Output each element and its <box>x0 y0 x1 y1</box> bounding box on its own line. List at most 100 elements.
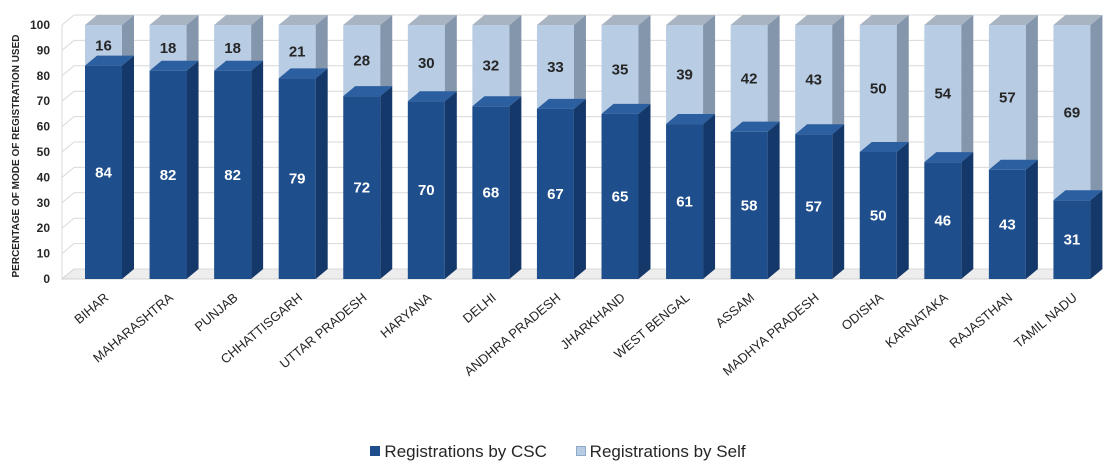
bar-csc-side <box>1025 159 1038 279</box>
bar-self-side <box>896 15 909 152</box>
bar-csc-front <box>536 108 574 279</box>
data-label-csc: 68 <box>483 185 500 202</box>
bar-csc-front <box>666 124 704 279</box>
gridline-diag <box>61 217 75 229</box>
data-label-self: 33 <box>547 59 564 76</box>
data-label-self: 18 <box>160 40 177 57</box>
gridline-diag <box>61 192 75 204</box>
bar-csc-front <box>214 70 252 279</box>
bar-self-side <box>444 15 457 102</box>
bar-self-top <box>472 15 522 25</box>
y-tick-label: 30 <box>37 196 51 210</box>
bar-self-front <box>1053 25 1091 201</box>
bar-csc <box>472 96 522 279</box>
bar-csc <box>859 142 909 279</box>
bar-self <box>795 15 845 135</box>
y-tick-label: 70 <box>37 94 51 108</box>
bar-csc <box>343 86 393 280</box>
bar-self-side <box>1025 15 1038 170</box>
data-label-self: 43 <box>805 72 822 89</box>
bar-self-front <box>795 25 833 135</box>
bar-csc-top <box>666 114 716 125</box>
legend-swatch-self <box>575 446 586 456</box>
bar-csc-top <box>730 121 780 132</box>
bar-self-top <box>536 15 586 25</box>
bar-self-top <box>343 15 393 25</box>
bar-csc-front <box>988 169 1026 279</box>
bar-csc-side <box>573 98 586 279</box>
bar-csc-side <box>896 142 909 279</box>
bar-csc-front <box>859 152 897 279</box>
data-label-self: 18 <box>224 40 241 57</box>
data-label-self: 21 <box>289 44 306 61</box>
data-label-csc: 82 <box>224 167 241 184</box>
bar-csc <box>601 103 651 280</box>
bar-csc-front <box>924 162 962 279</box>
bar-csc-side <box>509 96 522 279</box>
y-tick-label: 50 <box>37 145 51 159</box>
bar-csc-top <box>536 98 586 109</box>
bar-csc <box>1053 190 1103 279</box>
data-label-self: 54 <box>934 86 951 103</box>
bar-self-top <box>85 15 134 25</box>
bar-csc <box>278 68 328 279</box>
bar-csc-front <box>407 101 445 279</box>
data-label-csc: 50 <box>870 208 887 225</box>
bar-self <box>988 15 1038 170</box>
bar-self-side <box>1090 15 1103 201</box>
bar-self-top <box>730 15 780 25</box>
bar-csc-side <box>767 121 780 280</box>
data-label-self: 16 <box>95 37 112 54</box>
bar-self <box>1053 15 1103 201</box>
bar-csc-top <box>859 142 909 152</box>
data-label-csc: 31 <box>1064 232 1081 249</box>
bar-csc <box>795 124 845 279</box>
x-tick-label: ODISHA <box>838 290 886 334</box>
bar-self-top <box>601 15 651 25</box>
y-tick-label: 100 <box>30 18 50 32</box>
bar-csc-top <box>1053 190 1103 201</box>
bar-csc-side <box>444 91 457 279</box>
bar-self-side <box>186 15 199 71</box>
bar-self-side <box>315 15 328 79</box>
data-label-self: 57 <box>999 89 1016 106</box>
bar-csc-side <box>832 124 845 279</box>
bar-csc-side <box>961 152 974 279</box>
bar-self-side <box>638 15 651 114</box>
bar-csc-top <box>278 68 328 79</box>
bar-self-top <box>1053 15 1103 25</box>
bar-csc-side <box>1090 190 1103 279</box>
data-label-csc: 82 <box>160 167 177 184</box>
y-tick-label: 20 <box>37 221 51 235</box>
data-label-csc: 67 <box>547 186 564 203</box>
bar-self-top <box>988 15 1038 25</box>
data-label-csc: 79 <box>289 171 306 188</box>
data-label-csc: 84 <box>95 164 112 181</box>
bar-self-front <box>859 25 897 152</box>
legend-label-self: Registrations by Self <box>589 442 746 461</box>
data-label-csc: 58 <box>741 197 758 214</box>
bar-csc-side <box>380 86 393 280</box>
gridline-diag <box>61 141 75 153</box>
data-label-self: 50 <box>870 81 887 98</box>
gridline-diag <box>61 14 75 26</box>
bar-csc <box>214 60 264 279</box>
bar-csc-front <box>278 78 316 279</box>
bar-csc <box>407 91 457 279</box>
bar-self <box>407 15 457 102</box>
bar-self-front <box>343 25 381 97</box>
data-label-self: 69 <box>1064 105 1081 122</box>
bar-csc-side <box>251 60 264 279</box>
bar-csc <box>988 159 1038 279</box>
gridline-diag <box>61 167 75 178</box>
data-label-csc: 43 <box>999 216 1016 233</box>
bar-csc <box>536 98 586 279</box>
y-tick-label: 40 <box>37 170 51 184</box>
data-label-self: 28 <box>353 53 370 70</box>
bar-csc-front <box>85 65 122 279</box>
bar-self <box>666 15 716 125</box>
bar-self-side <box>767 15 780 132</box>
bar-csc-top <box>472 96 522 107</box>
bar-self <box>730 15 780 132</box>
x-tick-label: RAJASTHAN <box>946 290 1015 351</box>
